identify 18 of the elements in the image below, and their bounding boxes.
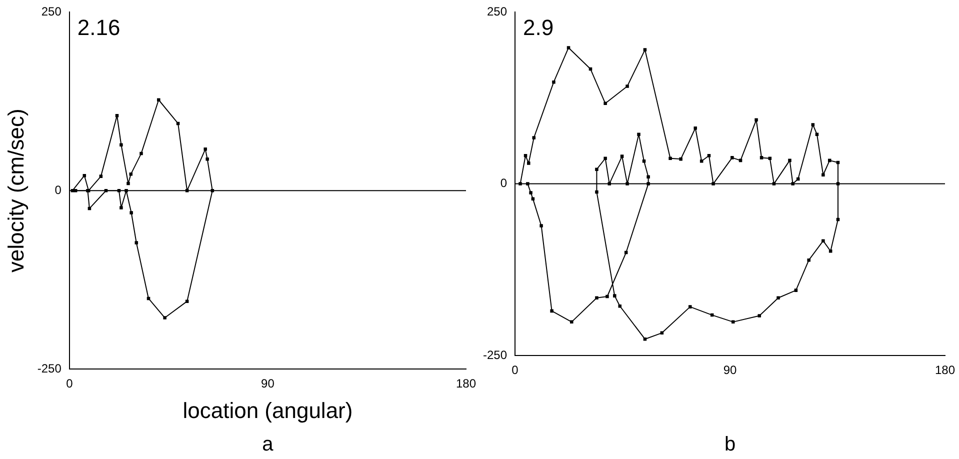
x-tick-label: 180 [456,376,476,391]
text: b [724,434,736,456]
text: a [262,434,274,456]
y-tick-label: 250 [41,4,62,18]
y-tick-label: -250 [482,348,508,362]
annotation: 2.9 [523,15,554,40]
y-tick-label: 0 [54,182,62,197]
x-tick-label: 0 [512,363,519,378]
x-tick-label: 180 [934,363,956,378]
y-tick-label: 0 [500,176,508,190]
x-axis-title: location (angular) [182,398,353,423]
y-tick-label: -250 [37,362,62,376]
y-axis-title: velocity (cm/sec) [3,108,28,272]
annotation: 2.16 [77,15,120,40]
x-tick-label: 0 [66,376,74,391]
y-tick-label: 250 [486,4,508,18]
x-tick-label: 90 [723,363,738,378]
x-tick-label: 90 [261,376,275,391]
